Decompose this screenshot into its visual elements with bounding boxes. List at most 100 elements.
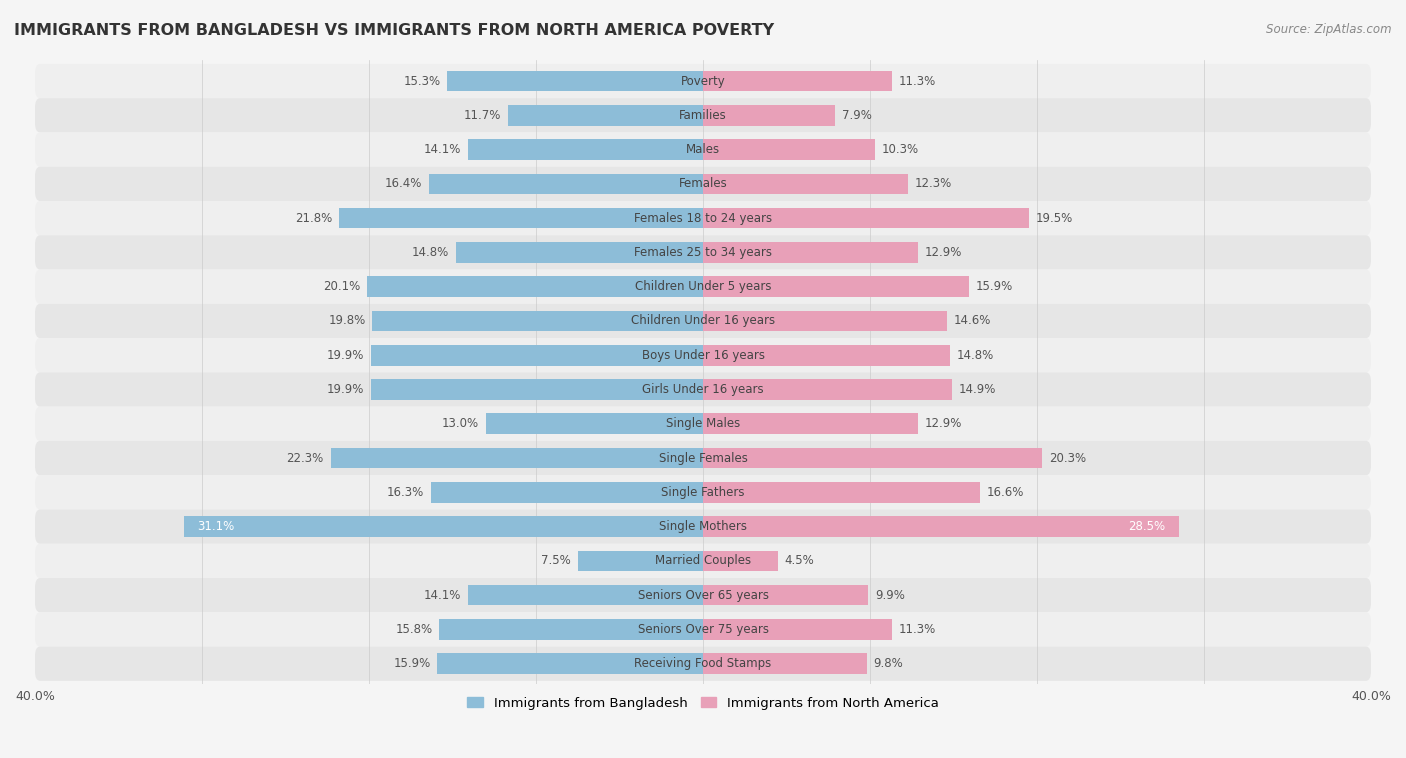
Bar — [437, 653, 703, 674]
Text: Females: Females — [679, 177, 727, 190]
FancyBboxPatch shape — [35, 201, 1371, 235]
Bar — [339, 208, 703, 228]
Text: 9.8%: 9.8% — [873, 657, 903, 670]
Bar — [703, 139, 875, 160]
FancyBboxPatch shape — [35, 167, 1371, 201]
Bar — [703, 619, 891, 640]
Text: Single Females: Single Females — [658, 452, 748, 465]
FancyBboxPatch shape — [35, 578, 1371, 612]
Bar — [429, 174, 703, 194]
Text: 15.9%: 15.9% — [976, 280, 1012, 293]
Text: 20.1%: 20.1% — [323, 280, 360, 293]
FancyBboxPatch shape — [35, 543, 1371, 578]
Text: 12.9%: 12.9% — [925, 246, 963, 259]
FancyBboxPatch shape — [35, 372, 1371, 406]
Text: 12.3%: 12.3% — [915, 177, 952, 190]
FancyBboxPatch shape — [35, 475, 1371, 509]
Bar — [703, 482, 980, 503]
Bar — [703, 174, 908, 194]
Text: 16.3%: 16.3% — [387, 486, 425, 499]
FancyBboxPatch shape — [35, 304, 1371, 338]
Text: Boys Under 16 years: Boys Under 16 years — [641, 349, 765, 362]
Text: 14.1%: 14.1% — [423, 589, 461, 602]
Text: 11.3%: 11.3% — [898, 623, 935, 636]
FancyBboxPatch shape — [35, 612, 1371, 647]
Text: 9.9%: 9.9% — [875, 589, 905, 602]
FancyBboxPatch shape — [35, 270, 1371, 304]
Bar — [508, 105, 703, 126]
FancyBboxPatch shape — [35, 133, 1371, 167]
Bar — [703, 277, 969, 297]
Text: Males: Males — [686, 143, 720, 156]
Text: Seniors Over 75 years: Seniors Over 75 years — [637, 623, 769, 636]
Text: Source: ZipAtlas.com: Source: ZipAtlas.com — [1267, 23, 1392, 36]
FancyBboxPatch shape — [35, 406, 1371, 441]
Text: 14.9%: 14.9% — [959, 383, 995, 396]
Text: 19.8%: 19.8% — [329, 315, 366, 327]
Bar — [371, 379, 703, 399]
Text: Single Mothers: Single Mothers — [659, 520, 747, 533]
FancyBboxPatch shape — [35, 509, 1371, 543]
Text: 7.9%: 7.9% — [842, 109, 872, 122]
Text: 14.6%: 14.6% — [953, 315, 991, 327]
Bar — [703, 311, 946, 331]
Text: 14.1%: 14.1% — [423, 143, 461, 156]
Text: Single Fathers: Single Fathers — [661, 486, 745, 499]
Bar — [371, 345, 703, 365]
Text: 19.9%: 19.9% — [326, 349, 364, 362]
Text: Poverty: Poverty — [681, 74, 725, 87]
FancyBboxPatch shape — [35, 99, 1371, 133]
Text: 19.5%: 19.5% — [1035, 211, 1073, 224]
Bar — [703, 585, 869, 606]
Bar — [578, 550, 703, 572]
Text: 22.3%: 22.3% — [287, 452, 323, 465]
Text: Girls Under 16 years: Girls Under 16 years — [643, 383, 763, 396]
Bar — [468, 585, 703, 606]
Text: IMMIGRANTS FROM BANGLADESH VS IMMIGRANTS FROM NORTH AMERICA POVERTY: IMMIGRANTS FROM BANGLADESH VS IMMIGRANTS… — [14, 23, 775, 38]
Text: 14.8%: 14.8% — [412, 246, 449, 259]
Text: Receiving Food Stamps: Receiving Food Stamps — [634, 657, 772, 670]
FancyBboxPatch shape — [35, 64, 1371, 99]
Text: 15.9%: 15.9% — [394, 657, 430, 670]
Bar — [486, 414, 703, 434]
Text: Married Couples: Married Couples — [655, 554, 751, 568]
Bar — [703, 242, 918, 263]
Bar — [330, 448, 703, 468]
Bar — [703, 105, 835, 126]
Text: Seniors Over 65 years: Seniors Over 65 years — [637, 589, 769, 602]
Text: 19.9%: 19.9% — [326, 383, 364, 396]
Text: 15.8%: 15.8% — [395, 623, 433, 636]
FancyBboxPatch shape — [35, 235, 1371, 270]
Bar — [703, 70, 891, 91]
FancyBboxPatch shape — [35, 338, 1371, 372]
Bar — [703, 414, 918, 434]
Text: 11.7%: 11.7% — [464, 109, 501, 122]
Text: Females 18 to 24 years: Females 18 to 24 years — [634, 211, 772, 224]
Text: Families: Families — [679, 109, 727, 122]
Bar — [447, 70, 703, 91]
Bar — [703, 516, 1180, 537]
Bar — [373, 311, 703, 331]
Legend: Immigrants from Bangladesh, Immigrants from North America: Immigrants from Bangladesh, Immigrants f… — [463, 691, 943, 715]
Bar — [703, 448, 1042, 468]
Bar — [430, 482, 703, 503]
Text: 20.3%: 20.3% — [1049, 452, 1085, 465]
Text: 16.4%: 16.4% — [385, 177, 422, 190]
Text: 15.3%: 15.3% — [404, 74, 441, 87]
FancyBboxPatch shape — [35, 647, 1371, 681]
Text: Children Under 5 years: Children Under 5 years — [634, 280, 772, 293]
Text: 28.5%: 28.5% — [1129, 520, 1166, 533]
Bar — [439, 619, 703, 640]
Text: 7.5%: 7.5% — [541, 554, 571, 568]
Text: Children Under 16 years: Children Under 16 years — [631, 315, 775, 327]
Text: 13.0%: 13.0% — [441, 418, 479, 431]
Bar — [456, 242, 703, 263]
Text: 21.8%: 21.8% — [295, 211, 332, 224]
Text: 31.1%: 31.1% — [197, 520, 235, 533]
Bar — [468, 139, 703, 160]
Text: Single Males: Single Males — [666, 418, 740, 431]
Text: 12.9%: 12.9% — [925, 418, 963, 431]
Bar — [367, 277, 703, 297]
Bar — [703, 379, 952, 399]
Bar — [703, 208, 1029, 228]
